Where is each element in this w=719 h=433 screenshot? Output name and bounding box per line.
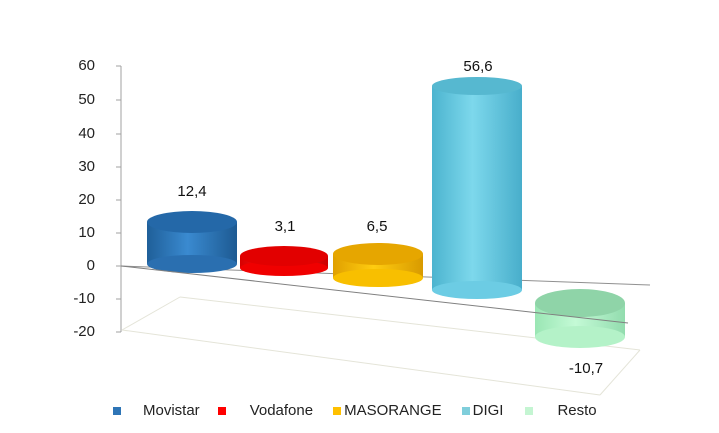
bar-movistar[interactable] (147, 211, 237, 273)
legend-item-resto[interactable]: Resto (525, 402, 597, 419)
bar-digi[interactable] (432, 77, 522, 299)
legend-item-digi[interactable]: DIGI (461, 402, 504, 419)
legend-swatch-icon (461, 406, 470, 415)
data-label-resto: -10,7 (568, 360, 604, 377)
legend-label: Movistar (143, 402, 200, 419)
legend-swatch-icon (113, 406, 121, 415)
bar-masorange[interactable] (333, 243, 423, 287)
data-label-masorange: 6,5 (366, 218, 388, 235)
y-tick-label: 0 (86, 257, 95, 274)
data-label-movistar: 12,4 (177, 183, 207, 200)
bar-resto[interactable] (535, 289, 625, 348)
y-tick-label: 60 (78, 57, 95, 74)
y-tick-label: 10 (78, 224, 95, 241)
legend-label: DIGI (472, 402, 504, 419)
legend-label: Resto (557, 402, 597, 419)
y-tick-label: -10 (73, 290, 95, 307)
y-tick-label: -20 (73, 323, 95, 340)
y-tick-label: 20 (78, 191, 95, 208)
data-label-vodafone: 3,1 (274, 218, 296, 235)
legend-swatch-icon (217, 406, 226, 415)
legend-item-masorange[interactable]: MASORANGE (333, 402, 442, 419)
zero-line-front (120, 265, 629, 324)
legend-item-vodafone[interactable]: Vodafone (217, 402, 314, 419)
data-label-digi: 56,6 (463, 58, 493, 75)
y-axis (116, 65, 122, 333)
y-tick-label: 40 (78, 125, 95, 142)
chart-legend: Movistar Vodafone MASORANGE DIGI Resto (113, 402, 597, 419)
legend-item-movistar[interactable]: Movistar (113, 402, 200, 419)
bar-vodafone[interactable] (240, 246, 328, 276)
legend-swatch-icon (525, 406, 534, 415)
legend-label: Vodafone (249, 402, 314, 419)
legend-label: MASORANGE (344, 402, 442, 419)
y-tick-label: 30 (78, 158, 95, 175)
y-tick-label: 50 (78, 91, 95, 108)
legend-swatch-icon (333, 406, 342, 415)
